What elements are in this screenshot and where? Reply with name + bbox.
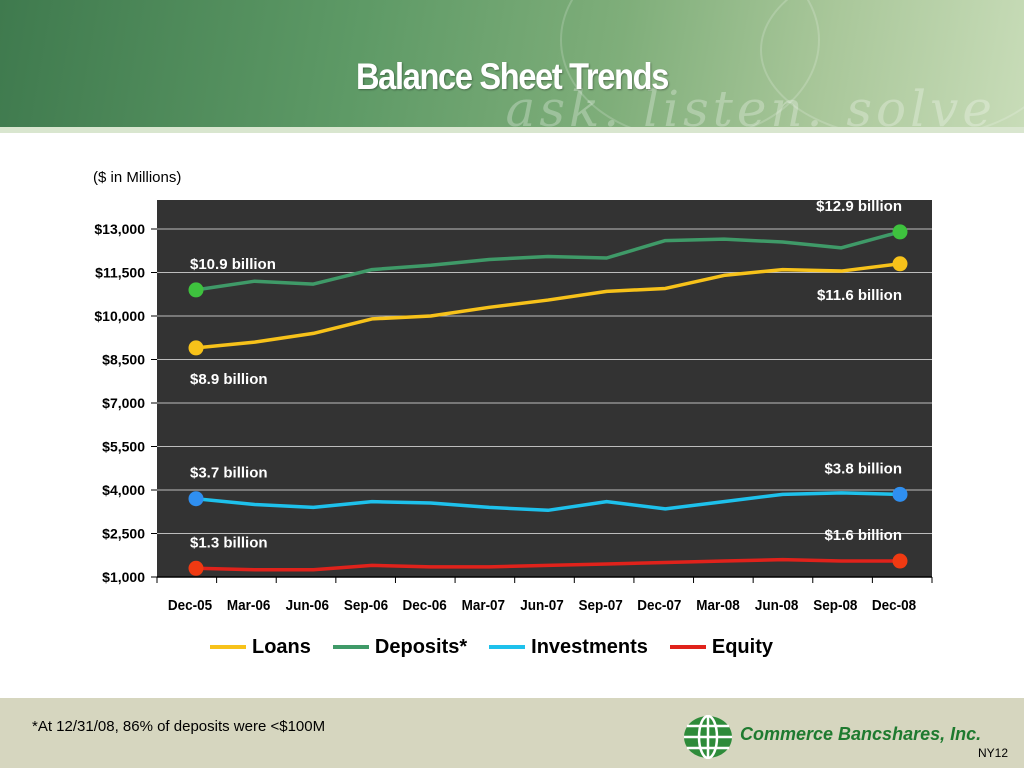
legend-swatch xyxy=(669,645,706,649)
banner-stripe xyxy=(0,127,1024,133)
endpoint-marker xyxy=(188,282,204,298)
data-annotation: $1.6 billion xyxy=(824,527,902,544)
data-annotation: $12.9 billion xyxy=(816,198,902,215)
globe-logo-icon xyxy=(684,715,732,759)
endpoint-marker xyxy=(892,553,908,569)
x-tick-label: Sep-06 xyxy=(344,597,388,614)
legend-item: Investments xyxy=(489,636,648,659)
x-tick-label: Dec-06 xyxy=(403,597,447,614)
legend-label: Loans xyxy=(252,635,311,658)
x-tick-label: Sep-07 xyxy=(579,597,623,614)
legend-item: Loans xyxy=(210,636,311,659)
data-annotation: $11.6 billion xyxy=(817,287,902,304)
balance-sheet-chart: $1,000 $2,500 $4,000 $5,500 $7,000 $8,500 $10,… xyxy=(94,198,933,614)
x-tick-label: Dec-05 xyxy=(168,597,212,614)
y-tick-label: $11,500 xyxy=(95,265,145,281)
data-annotation: $1.3 billion xyxy=(190,534,268,551)
y-tick-label: $7,000 xyxy=(102,395,145,411)
legend-label: Investments xyxy=(531,635,648,658)
x-tick-label: Dec-07 xyxy=(637,597,681,614)
page-number: NY12 xyxy=(978,746,1009,760)
series-line-investments xyxy=(195,491,901,513)
footnote: *At 12/31/08, 86% of deposits were <$100… xyxy=(32,718,326,735)
endpoint-marker xyxy=(188,340,204,356)
legend-swatch xyxy=(210,645,246,649)
header-banner: ask. listen. solve Balance Sheet Trends xyxy=(0,0,1024,133)
legend-swatch xyxy=(332,645,369,649)
data-annotation: $3.8 billion xyxy=(824,460,902,477)
data-annotation: $8.9 billion xyxy=(190,371,268,388)
legend-item: Equity xyxy=(669,635,773,659)
y-tick-label: $13,000 xyxy=(94,221,145,237)
plot-area xyxy=(157,200,932,577)
endpoint-marker xyxy=(892,256,908,272)
y-tick-label: $10,000 xyxy=(94,308,145,324)
data-annotation: $10.9 billion xyxy=(190,256,276,273)
endpoint-marker xyxy=(188,491,204,507)
chart-legend: Loans Deposits* Investments Equity xyxy=(210,632,830,662)
company-name: Commerce Bancshares, Inc. xyxy=(740,724,982,744)
x-tick-label: Dec-08 xyxy=(872,597,916,614)
x-tick-label: Sep-08 xyxy=(813,597,857,614)
y-tick-label: $8,500 xyxy=(102,352,145,368)
y-tick-label: $2,500 xyxy=(102,526,145,542)
x-tick-label: Mar-07 xyxy=(462,597,506,614)
footer-bar: *At 12/31/08, 86% of deposits were <$100… xyxy=(0,698,1024,768)
x-tick-label: Jun-07 xyxy=(520,597,564,614)
x-tick-label: Jun-06 xyxy=(286,597,330,614)
x-tick-label: Mar-06 xyxy=(227,597,271,614)
legend-label: Deposits* xyxy=(374,635,468,658)
y-tick-label: $1,000 xyxy=(102,569,145,585)
legend-item: Deposits* xyxy=(332,635,468,659)
units-note: ($ in Millions) xyxy=(93,169,182,186)
legend-swatch xyxy=(489,645,526,649)
slide-title: Balance Sheet Trends xyxy=(355,56,669,97)
series-line-loans xyxy=(195,262,901,350)
x-tick-label: Jun-08 xyxy=(755,597,799,614)
endpoint-marker xyxy=(188,560,204,576)
x-tick-label: Mar-08 xyxy=(696,597,740,614)
y-tick-label: $4,000 xyxy=(102,482,145,498)
banner-tagline: ask. listen. solve xyxy=(505,80,996,133)
data-annotation: $3.7 billion xyxy=(190,465,268,482)
legend-label: Equity xyxy=(711,635,773,658)
endpoint-marker xyxy=(892,224,908,240)
series-line-equity xyxy=(195,557,900,572)
y-tick-label: $5,500 xyxy=(102,439,145,455)
endpoint-marker xyxy=(892,486,908,502)
series-line-deposits xyxy=(195,230,901,292)
